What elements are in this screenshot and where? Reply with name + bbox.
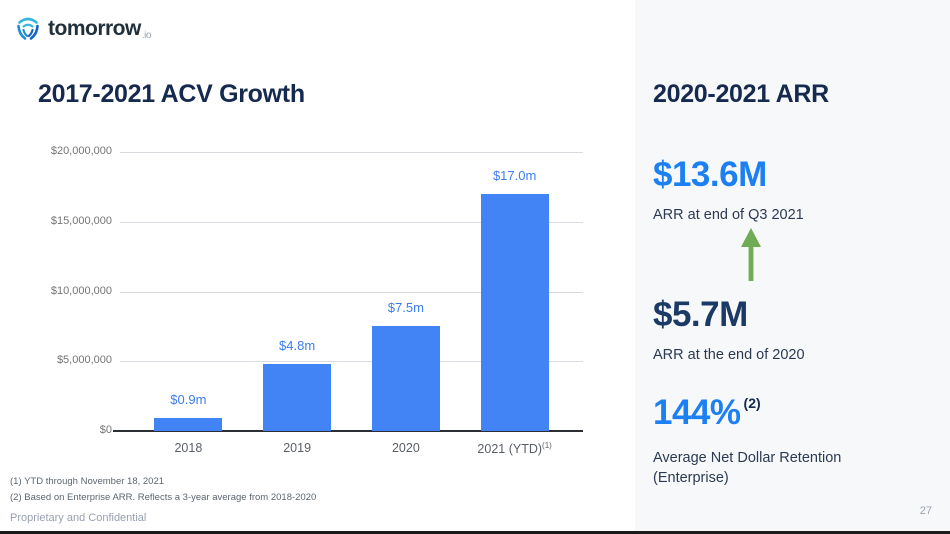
bar-value-label: $4.8m <box>279 338 316 354</box>
footnotes: (1) YTD through November 18, 2021 (2) Ba… <box>10 474 316 506</box>
footnote-2: (2) Based on Enterprise ARR. Reflects a … <box>10 492 317 503</box>
x-axis-line <box>113 430 583 432</box>
logo-tld-text: .io <box>141 30 152 41</box>
acv-growth-bar-chart: $0 $5,000,000 $10,000,000 $15,000,000 $20,00… <box>0 138 632 478</box>
y-gridline <box>120 291 583 293</box>
metric-arr-2021-caption: ARR at end of Q3 2021 <box>653 207 804 223</box>
y-axis-tick-label: $10,000,000 <box>50 284 112 297</box>
y-gridline <box>120 361 583 363</box>
y-axis-tick-label: $5,000,000 <box>56 354 112 367</box>
chart-section-title: 2017-2021 ACV Growth <box>38 80 305 108</box>
ndr-footnote-marker: (2) <box>743 395 761 411</box>
y-axis-tick-label: $20,000,000 <box>50 145 112 157</box>
metric-ndr-caption: Average Net Dollar Retention (Enterprise… <box>653 450 842 486</box>
tomorrow-logo-icon <box>14 12 42 46</box>
x-axis-tick-label: 2018 <box>174 441 203 455</box>
y-gridline <box>120 221 583 223</box>
bar-2019 <box>263 364 332 431</box>
x-axis-tick-label: 2019 <box>283 441 312 455</box>
page-number: 27 <box>919 505 932 517</box>
x-axis-tick-label: 2021 (YTD)(1) <box>477 441 552 457</box>
right-panel-background <box>635 0 950 531</box>
bar-2020 <box>371 326 440 431</box>
metric-arr-2020-caption: ARR at the end of 2020 <box>653 347 805 363</box>
bar-2021 (YTD) <box>480 193 549 431</box>
tomorrow-io-logo: tomorrow.io <box>14 12 151 46</box>
metric-ndr-value: 144% (2) <box>653 393 761 432</box>
x-axis-tick-label: 2020 <box>391 441 420 455</box>
metric-arr-2021-value: $13.6M <box>653 155 767 194</box>
bar-2018 <box>154 418 223 431</box>
y-axis-tick-label: $15,000,000 <box>50 214 112 227</box>
confidentiality-footer: Proprietary and Confidential <box>10 512 147 524</box>
footnote-1: (1) YTD through November 18, 2021 <box>10 476 165 487</box>
arr-section-title: 2020-2021 ARR <box>653 80 829 108</box>
bar-value-label: $17.0m <box>492 167 537 183</box>
metric-arr-2020-value: $5.7M <box>653 295 748 334</box>
y-axis-tick-label: $0 <box>99 424 112 436</box>
bar-value-label: $0.9m <box>170 392 207 408</box>
y-gridline <box>120 152 583 153</box>
logo-brand-text: tomorrow.io <box>48 17 151 41</box>
growth-arrow-up-icon <box>738 228 764 287</box>
bar-value-label: $7.5m <box>387 300 424 316</box>
